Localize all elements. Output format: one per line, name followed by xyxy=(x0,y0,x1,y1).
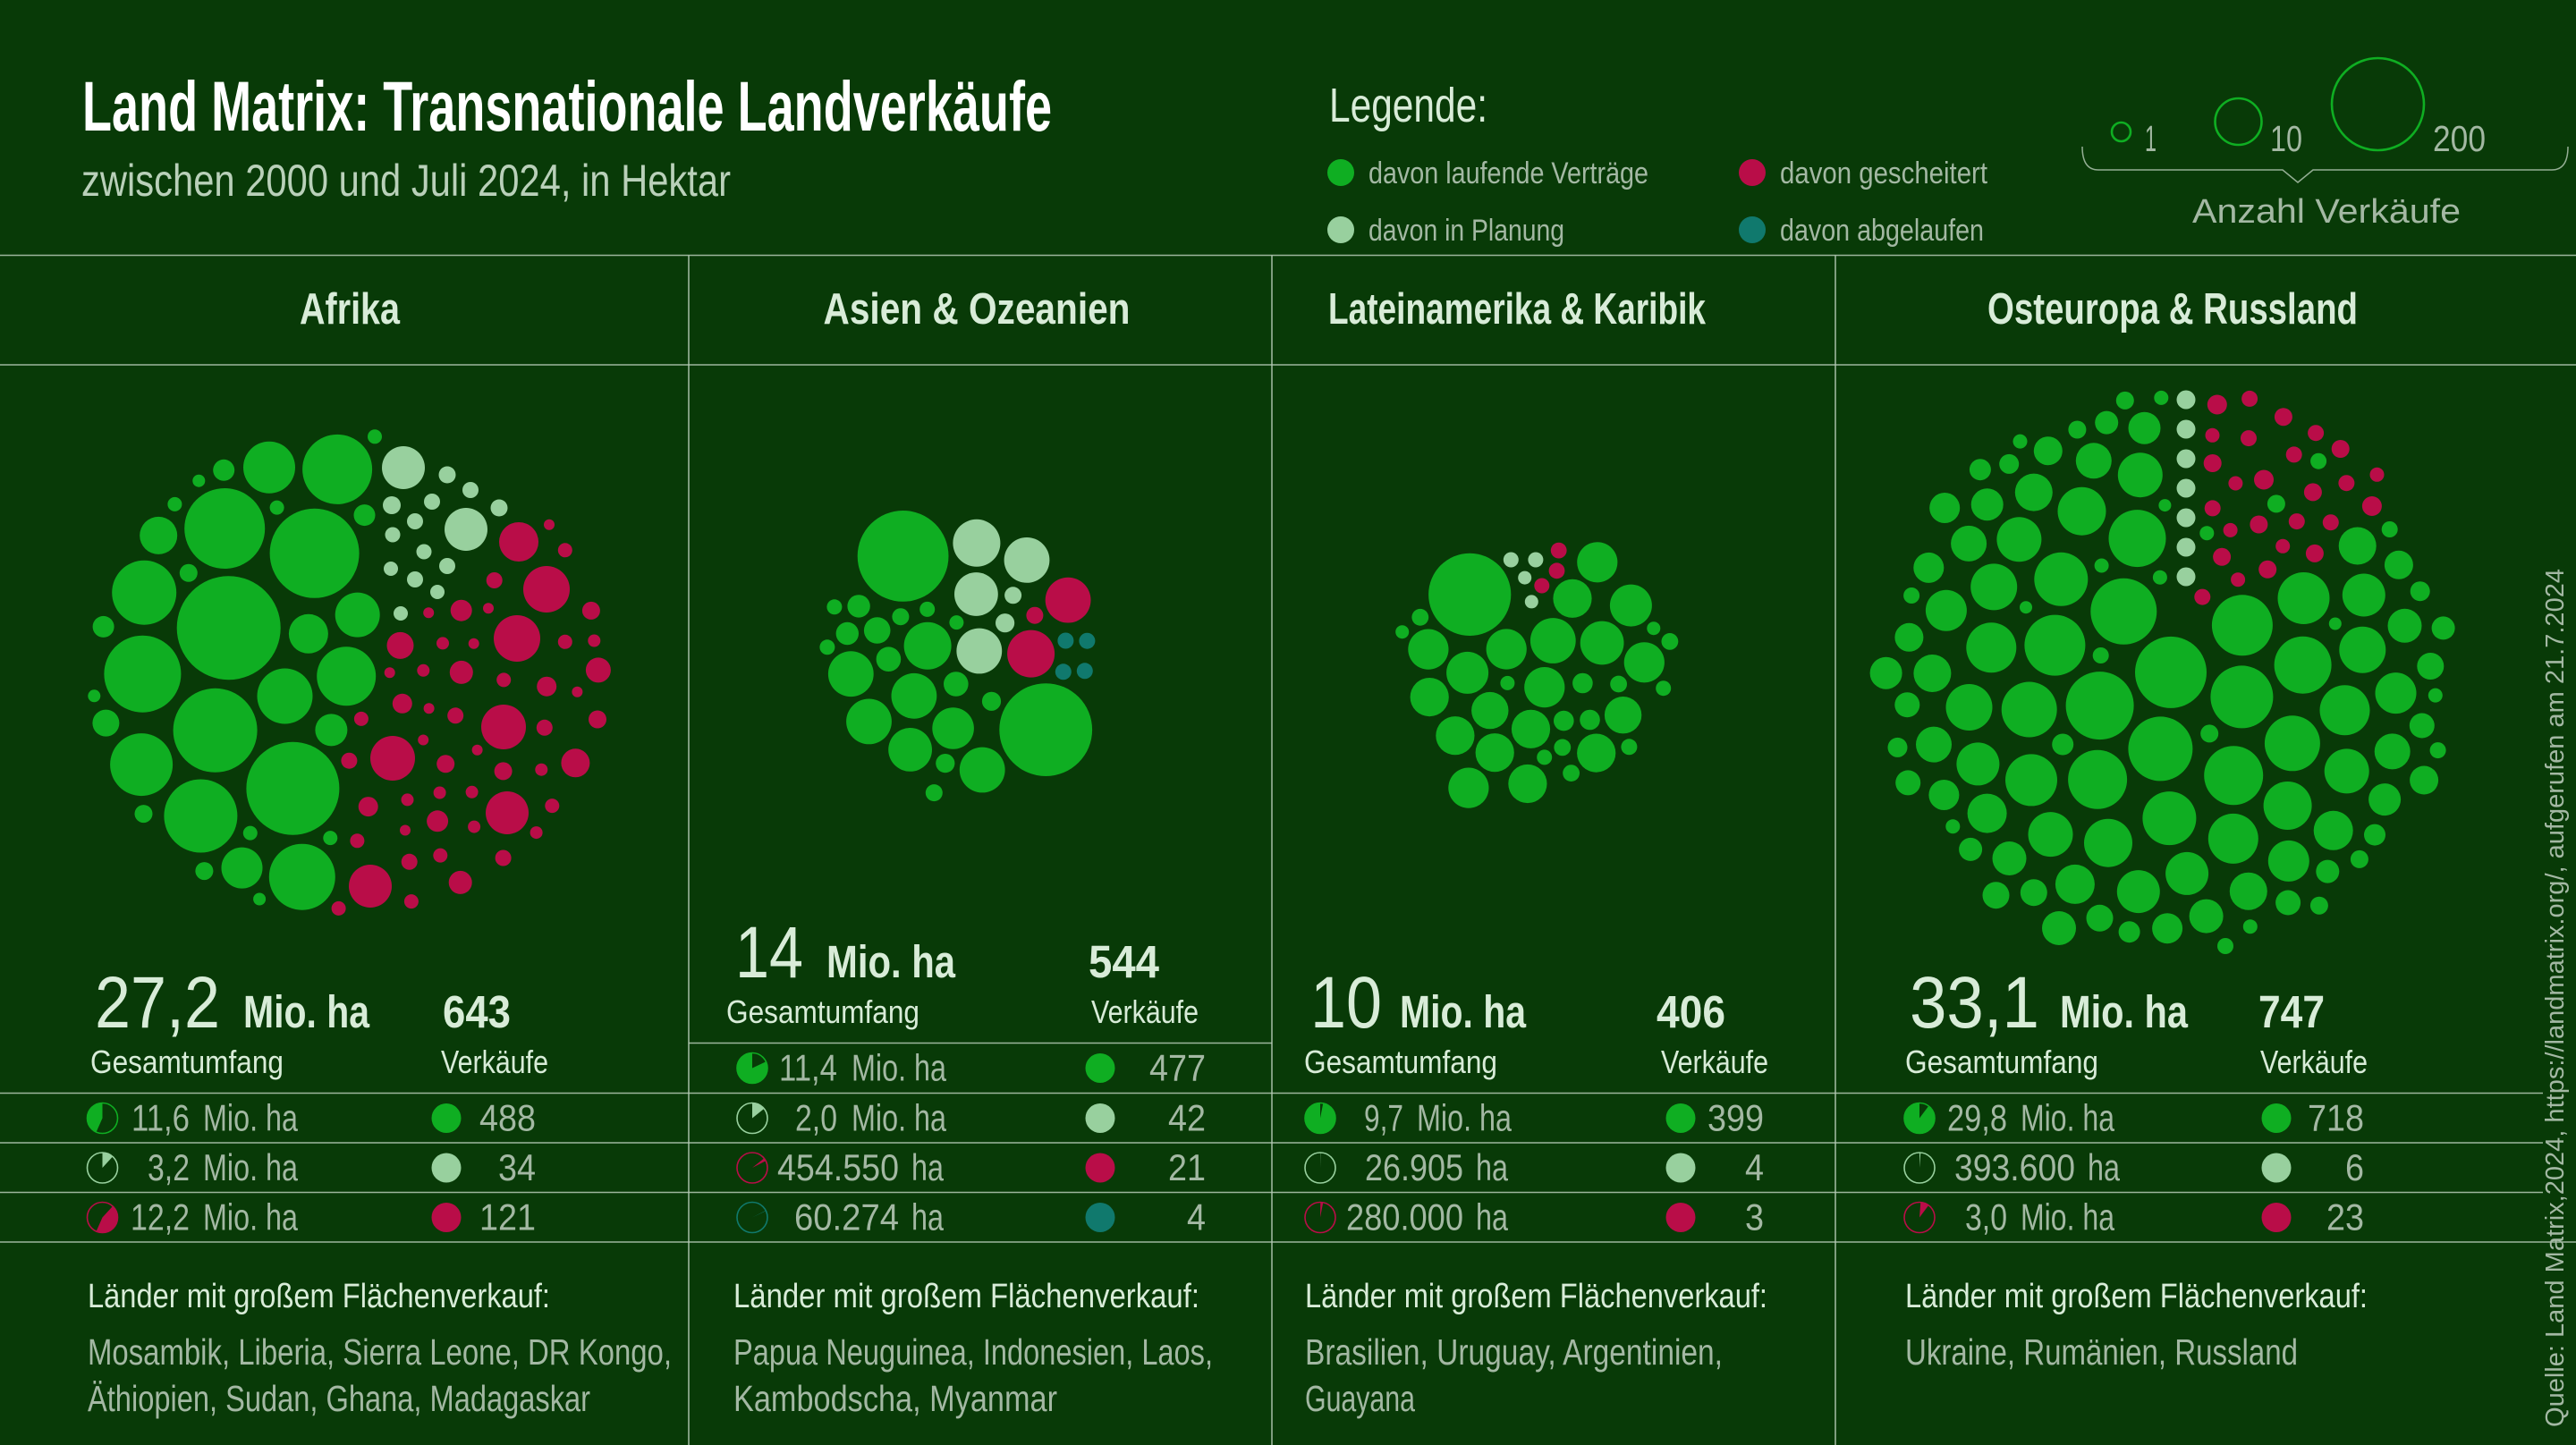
svg-text:Mio. ha: Mio. ha xyxy=(203,1196,298,1238)
svg-text:9,7: 9,7 xyxy=(1364,1097,1403,1139)
svg-text:Gesamtumfang: Gesamtumfang xyxy=(1304,1044,1497,1080)
svg-text:488: 488 xyxy=(479,1097,536,1139)
svg-text:27,2: 27,2 xyxy=(95,962,220,1044)
svg-text:Mio. ha: Mio. ha xyxy=(243,986,370,1037)
svg-text:Verkäufe: Verkäufe xyxy=(2260,1044,2368,1080)
svg-text:34: 34 xyxy=(498,1146,536,1188)
svg-text:4: 4 xyxy=(1187,1196,1206,1238)
svg-text:4: 4 xyxy=(1745,1146,1764,1188)
svg-text:Verkäufe: Verkäufe xyxy=(1661,1044,1768,1080)
svg-text:Lateinamerika & Karibik: Lateinamerika & Karibik xyxy=(1328,285,1707,334)
svg-text:Länder mit großem Flächenverka: Länder mit großem Flächenverkauf: xyxy=(1905,1278,2368,1315)
svg-text:454.550: 454.550 xyxy=(777,1146,899,1188)
svg-text:Mio. ha: Mio. ha xyxy=(1400,986,1527,1037)
svg-text:Länder mit großem Flächenverka: Länder mit großem Flächenverkauf: xyxy=(733,1278,1199,1315)
svg-text:davon laufende Verträge: davon laufende Verträge xyxy=(1368,156,1648,190)
svg-text:3,0: 3,0 xyxy=(1965,1196,2007,1238)
svg-text:643: 643 xyxy=(443,986,511,1037)
svg-text:121: 121 xyxy=(479,1196,536,1238)
svg-text:Ukraine, Rumänien, Russland: Ukraine, Rumänien, Russland xyxy=(1905,1331,2298,1373)
svg-text:zwischen 2000 und Juli 2024, i: zwischen 2000 und Juli 2024, in Hektar xyxy=(81,156,731,206)
svg-text:Guayana: Guayana xyxy=(1305,1378,1415,1419)
svg-text:Verkäufe: Verkäufe xyxy=(1091,993,1199,1030)
svg-text:544: 544 xyxy=(1089,936,1160,987)
svg-text:Papua Neuguinea, Indonesien, L: Papua Neuguinea, Indonesien, Laos, xyxy=(733,1331,1213,1373)
svg-text:Mio. ha: Mio. ha xyxy=(826,936,956,987)
svg-text:Gesamtumfang: Gesamtumfang xyxy=(726,993,919,1030)
svg-text:Mio. ha: Mio. ha xyxy=(852,1097,946,1139)
svg-text:Osteuropa & Russland: Osteuropa & Russland xyxy=(1987,285,2358,334)
svg-text:3,2: 3,2 xyxy=(148,1146,190,1188)
svg-text:Mio. ha: Mio. ha xyxy=(203,1146,298,1188)
svg-text:42: 42 xyxy=(1168,1097,1206,1139)
svg-text:davon gescheitert: davon gescheitert xyxy=(1780,156,1987,190)
svg-text:29,8: 29,8 xyxy=(1947,1097,2007,1139)
svg-text:ha: ha xyxy=(1476,1146,1508,1188)
svg-text:60.274: 60.274 xyxy=(794,1196,899,1238)
svg-text:280.000: 280.000 xyxy=(1346,1196,1463,1238)
svg-text:33,1: 33,1 xyxy=(1910,962,2039,1044)
svg-text:Äthiopien, Sudan, Ghana, Madag: Äthiopien, Sudan, Ghana, Madagaskar xyxy=(88,1378,590,1419)
svg-text:12,2: 12,2 xyxy=(131,1196,190,1238)
svg-text:Mosambik, Liberia, Sierra Leon: Mosambik, Liberia, Sierra Leone, DR Kong… xyxy=(88,1331,672,1373)
svg-text:davon in Planung: davon in Planung xyxy=(1368,214,1564,248)
svg-text:11,4: 11,4 xyxy=(779,1047,837,1089)
svg-text:Mio. ha: Mio. ha xyxy=(2060,986,2189,1037)
svg-text:3: 3 xyxy=(1745,1196,1764,1238)
svg-text:6: 6 xyxy=(2345,1146,2364,1188)
svg-text:ha: ha xyxy=(911,1146,944,1188)
svg-text:ha: ha xyxy=(2088,1146,2120,1188)
svg-text:2,0: 2,0 xyxy=(795,1097,837,1139)
svg-text:718: 718 xyxy=(2308,1097,2364,1139)
svg-text:10: 10 xyxy=(2270,118,2302,159)
svg-text:477: 477 xyxy=(1149,1047,1206,1089)
svg-text:Kambodscha, Myanmar: Kambodscha, Myanmar xyxy=(733,1378,1057,1419)
svg-text:Quelle: Land Matrix,2024, http: Quelle: Land Matrix,2024, https://landma… xyxy=(2541,569,2570,1427)
svg-text:ha: ha xyxy=(911,1196,944,1238)
svg-text:Asien & Ozeanien: Asien & Ozeanien xyxy=(824,285,1131,334)
svg-text:Mio. ha: Mio. ha xyxy=(2021,1097,2114,1139)
svg-text:Länder mit großem Flächenverka: Länder mit großem Flächenverkauf: xyxy=(88,1278,550,1315)
svg-text:21: 21 xyxy=(1168,1146,1206,1188)
svg-text:Mio. ha: Mio. ha xyxy=(852,1047,946,1089)
svg-text:200: 200 xyxy=(2433,118,2486,159)
svg-text:Anzahl Verkäufe: Anzahl Verkäufe xyxy=(2192,193,2461,231)
svg-text:Gesamtumfang: Gesamtumfang xyxy=(90,1044,284,1080)
svg-text:399: 399 xyxy=(1707,1097,1764,1139)
svg-text:Land Matrix: Transnationale La: Land Matrix: Transnationale Landverkäufe xyxy=(82,66,1052,146)
svg-text:Verkäufe: Verkäufe xyxy=(441,1044,548,1080)
svg-text:Brasilien, Uruguay, Argentinie: Brasilien, Uruguay, Argentinien, xyxy=(1305,1331,1723,1373)
svg-text:10: 10 xyxy=(1310,962,1382,1044)
svg-text:Gesamtumfang: Gesamtumfang xyxy=(1905,1044,2098,1080)
svg-text:23: 23 xyxy=(2326,1196,2364,1238)
svg-text:Länder mit großem Flächenverka: Länder mit großem Flächenverkauf: xyxy=(1305,1278,1767,1315)
svg-text:davon abgelaufen: davon abgelaufen xyxy=(1780,214,1984,248)
svg-text:Afrika: Afrika xyxy=(300,285,401,334)
svg-text:1: 1 xyxy=(2145,118,2157,159)
svg-text:14: 14 xyxy=(735,912,803,993)
svg-text:406: 406 xyxy=(1657,986,1725,1037)
svg-text:11,6: 11,6 xyxy=(131,1097,190,1139)
svg-text:Mio. ha: Mio. ha xyxy=(1417,1097,1512,1139)
svg-text:26.905: 26.905 xyxy=(1365,1146,1463,1188)
svg-text:Legende:: Legende: xyxy=(1329,79,1487,132)
svg-text:ha: ha xyxy=(1476,1196,1508,1238)
svg-text:Mio. ha: Mio. ha xyxy=(203,1097,298,1139)
svg-text:747: 747 xyxy=(2258,986,2325,1037)
svg-text:393.600: 393.600 xyxy=(1954,1146,2075,1188)
svg-text:Mio. ha: Mio. ha xyxy=(2021,1196,2114,1238)
